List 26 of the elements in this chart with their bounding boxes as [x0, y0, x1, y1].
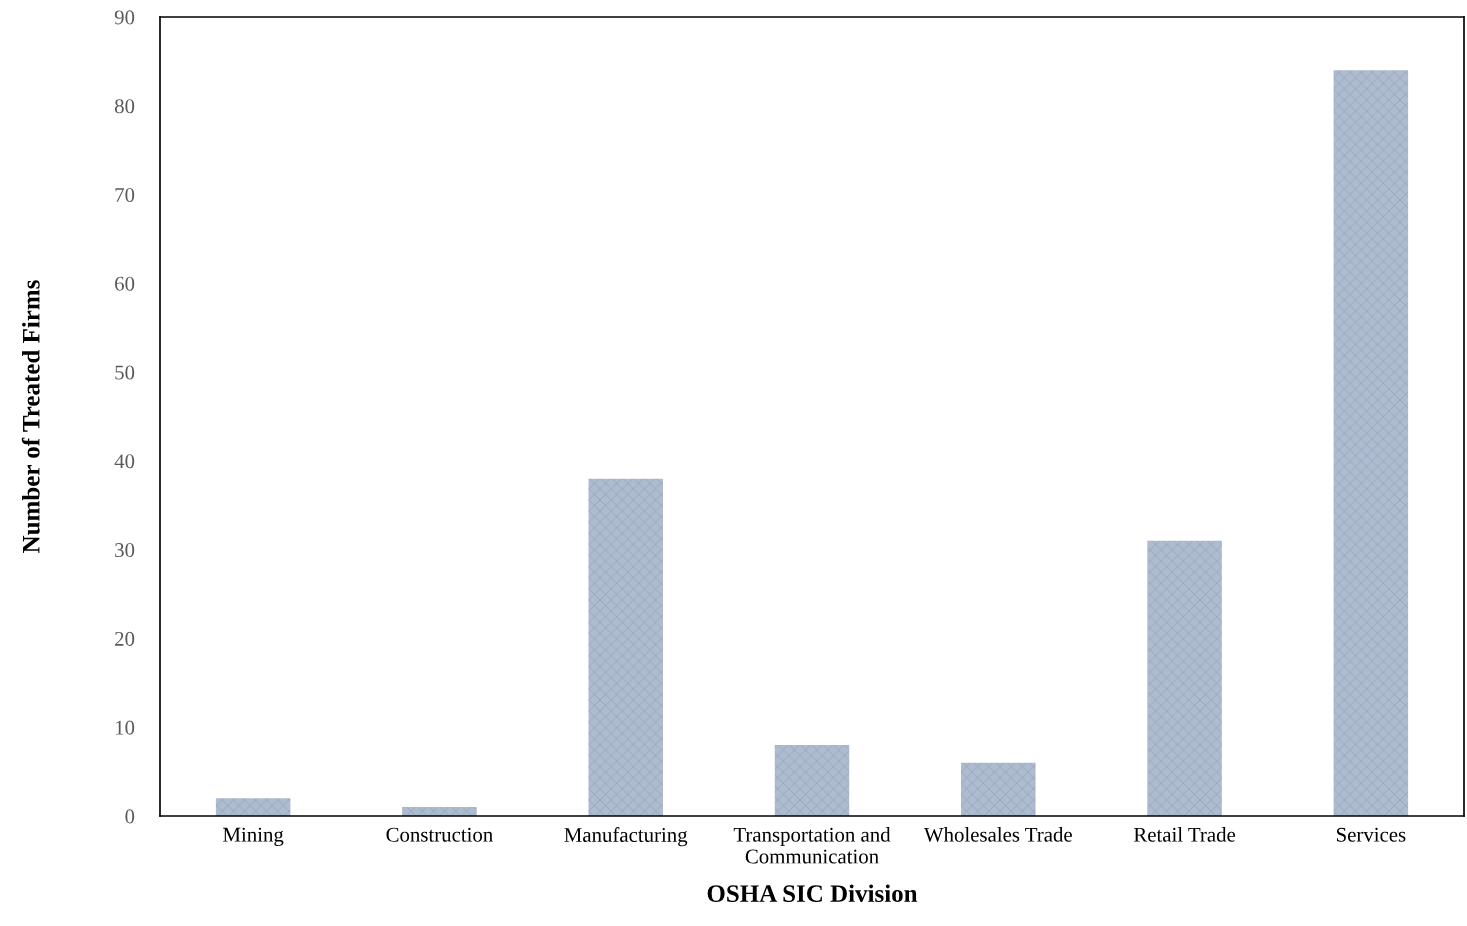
y-tick-label: 60 — [115, 276, 135, 291]
y-tick-label: 90 — [114, 10, 135, 25]
x-tick-label: Construction — [386, 827, 493, 842]
x-tick-label: Retail Trade — [1133, 827, 1236, 842]
y-tick-label: 50 — [115, 365, 135, 380]
y-tick-label: 70 — [115, 187, 135, 202]
bar — [1147, 540, 1222, 816]
x-tick-label: Transportation and Communication — [733, 827, 891, 864]
bar — [961, 762, 1036, 816]
bar — [402, 807, 477, 816]
y-tick-label: 80 — [114, 99, 135, 114]
y-tick-label: 20 — [115, 631, 135, 646]
bar — [774, 744, 850, 816]
x-tick-label: Wholesales Trade — [923, 827, 1072, 842]
y-axis-title: Number of Treated Firms — [21, 280, 40, 553]
x-tick-label: Manufacturing — [564, 827, 688, 847]
bar — [1333, 70, 1409, 816]
y-tick-label: 10 — [116, 720, 135, 735]
y-tick-label: 0 — [125, 809, 135, 824]
y-tick-label: 30 — [115, 543, 135, 558]
x-tick-label: Services — [1336, 827, 1406, 842]
y-tick-label: 40 — [114, 454, 135, 469]
x-tick-label: Mining — [223, 827, 284, 846]
x-axis-title: OSHA SIC Division — [707, 884, 918, 903]
bar — [588, 478, 663, 816]
bar — [215, 798, 291, 816]
